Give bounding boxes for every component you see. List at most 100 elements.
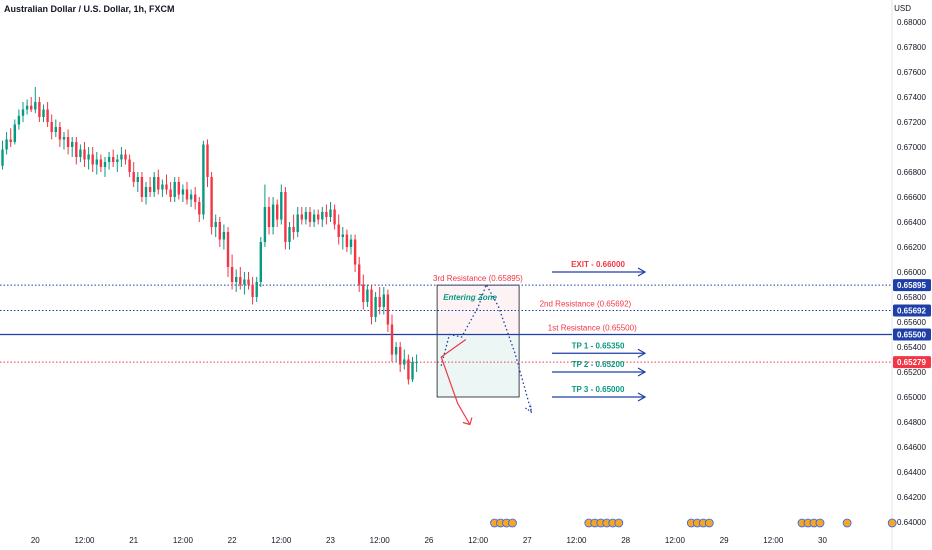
candle-body <box>153 177 156 192</box>
candle-body <box>407 359 410 380</box>
candle-body <box>132 172 135 182</box>
candle-body <box>230 267 234 282</box>
candle-body <box>116 159 119 162</box>
candle-body <box>161 184 164 190</box>
resistance-label: 1st Resistance (0.65500) <box>548 324 637 333</box>
y-tick-label: 0.64600 <box>897 443 926 452</box>
candle-body <box>255 282 258 297</box>
candle-body <box>317 214 320 220</box>
y-tick-label: 0.66200 <box>897 243 926 252</box>
candle-body <box>222 232 226 240</box>
x-tick-label: 12:00 <box>665 536 686 545</box>
candle-body <box>124 154 127 160</box>
y-tick-label: 0.65400 <box>897 343 926 352</box>
price-level-badge <box>893 304 931 317</box>
candle-body <box>42 109 45 117</box>
candle-body <box>296 214 299 232</box>
candle-body <box>312 214 316 222</box>
candle-body <box>304 212 308 220</box>
candle-body <box>247 279 250 285</box>
candle-body <box>329 209 332 217</box>
y-tick-label: 0.64800 <box>897 418 926 427</box>
candle-body <box>411 362 414 380</box>
candle-body <box>128 159 131 172</box>
x-tick-label: 12:00 <box>74 536 95 545</box>
candle-body <box>259 242 262 282</box>
candle-body <box>75 142 78 157</box>
candle-body <box>5 139 8 150</box>
candle-body <box>169 189 172 197</box>
y-tick-label: 0.65800 <box>897 293 926 302</box>
x-tick-label: 12:00 <box>271 536 292 545</box>
projection-up-arrowhead <box>525 403 533 414</box>
x-tick-label: 12:00 <box>370 536 391 545</box>
y-tick-label: 0.67600 <box>897 68 926 77</box>
candle-body <box>403 359 406 365</box>
event-marker-icon <box>887 518 897 528</box>
candle-body <box>300 214 303 220</box>
price-level-badge <box>893 279 931 292</box>
candle-body <box>362 284 365 302</box>
candle-body <box>288 227 291 242</box>
candle-body <box>157 177 160 190</box>
candle-body <box>358 264 361 285</box>
x-tick-label: 23 <box>326 536 335 545</box>
projection-down-arrowhead <box>462 417 473 426</box>
y-tick-label: 0.68000 <box>897 18 926 27</box>
target-arrow-head <box>637 267 647 277</box>
y-tick-label: 0.66800 <box>897 168 926 177</box>
candle-body <box>91 154 94 165</box>
candle-body <box>370 289 373 317</box>
candle-body <box>79 149 82 157</box>
candle-body <box>280 192 283 220</box>
y-tick-label: 0.67800 <box>897 43 926 52</box>
candle-body <box>349 239 353 247</box>
candle-body <box>341 234 344 237</box>
candle-body <box>95 159 98 165</box>
price-level-badge-text: 0.65500 <box>897 331 926 340</box>
candle-body <box>202 144 205 215</box>
candle-body <box>189 194 193 200</box>
candle-body <box>34 102 37 110</box>
candle-body <box>251 284 254 297</box>
candle-body <box>30 105 33 110</box>
x-tick-label: 12:00 <box>173 536 194 545</box>
chart-title: Australian Dollar / U.S. Dollar, 1h, FXC… <box>4 4 175 14</box>
candle-body <box>325 212 328 217</box>
candle-body <box>415 362 418 363</box>
candle-body <box>345 234 349 247</box>
candle-body <box>148 187 152 192</box>
candle-body <box>165 184 168 190</box>
candle-body <box>136 177 139 182</box>
candle-body <box>17 115 21 125</box>
x-tick-label: 30 <box>818 536 827 545</box>
candle-body <box>13 124 16 142</box>
event-marker-icon <box>704 518 714 528</box>
candle-body <box>83 149 86 160</box>
candle-body <box>185 189 189 200</box>
candle-body <box>239 277 242 285</box>
y-tick-label: 0.64400 <box>897 468 926 477</box>
candle-body <box>58 127 62 140</box>
x-tick-label: 27 <box>523 536 532 545</box>
event-marker-icon <box>815 518 825 528</box>
candle-body <box>386 294 390 325</box>
candle-body <box>271 204 275 227</box>
candle-body <box>382 294 385 307</box>
candle-body <box>243 279 246 285</box>
candle-body <box>378 297 381 307</box>
x-tick-label: 22 <box>228 536 237 545</box>
candle-body <box>107 157 111 162</box>
target-label: EXIT - 0.66000 <box>571 260 625 269</box>
price-level-badge-text: 0.65895 <box>897 281 926 290</box>
candle-body <box>21 109 25 116</box>
price-level-badge <box>893 356 931 369</box>
candle-body <box>206 144 209 177</box>
resistance-label: 3rd Resistance (0.65895) <box>433 274 523 283</box>
candle-body <box>276 204 279 220</box>
candle-body <box>235 277 238 282</box>
candle-body <box>267 207 271 227</box>
candle-body <box>177 182 180 195</box>
candle-body <box>120 154 123 160</box>
